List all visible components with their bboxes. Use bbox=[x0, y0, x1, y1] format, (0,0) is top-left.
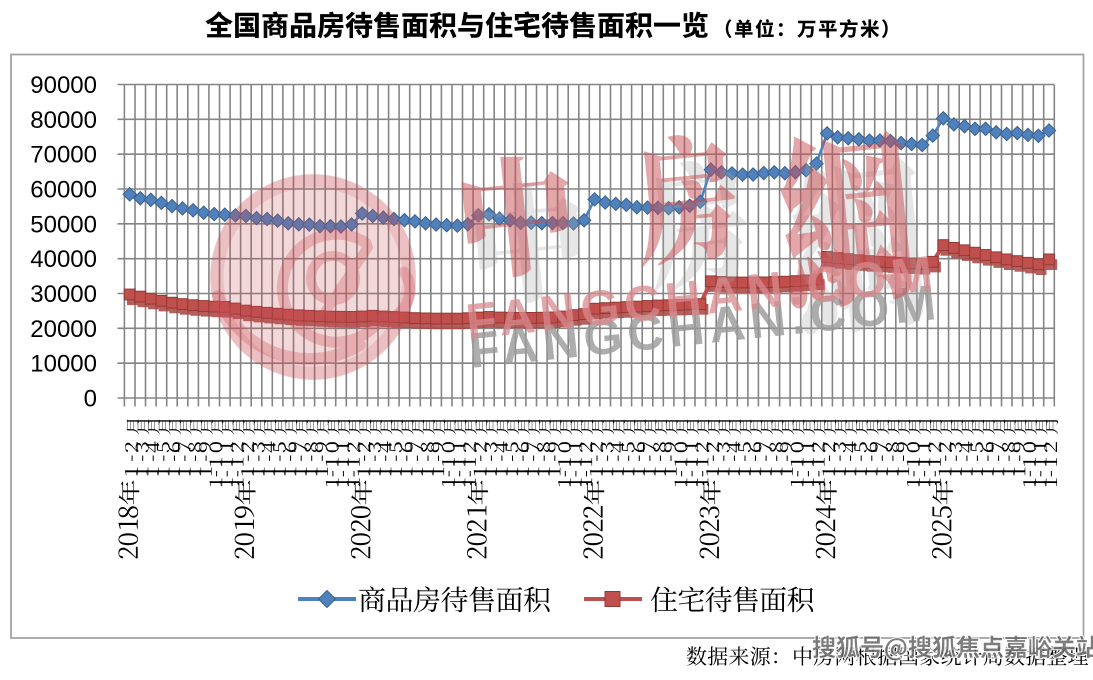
svg-text:20000: 20000 bbox=[30, 316, 97, 343]
svg-text:40000: 40000 bbox=[30, 246, 97, 273]
svg-text:30000: 30000 bbox=[30, 281, 97, 308]
svg-text:0: 0 bbox=[84, 386, 97, 413]
svg-text:50000: 50000 bbox=[30, 211, 97, 238]
svg-text:10000: 10000 bbox=[30, 351, 97, 378]
svg-text:90000: 90000 bbox=[30, 72, 97, 99]
svg-text:70000: 70000 bbox=[30, 142, 97, 169]
svg-text:60000: 60000 bbox=[30, 177, 97, 204]
svg-text:80000: 80000 bbox=[30, 107, 97, 134]
